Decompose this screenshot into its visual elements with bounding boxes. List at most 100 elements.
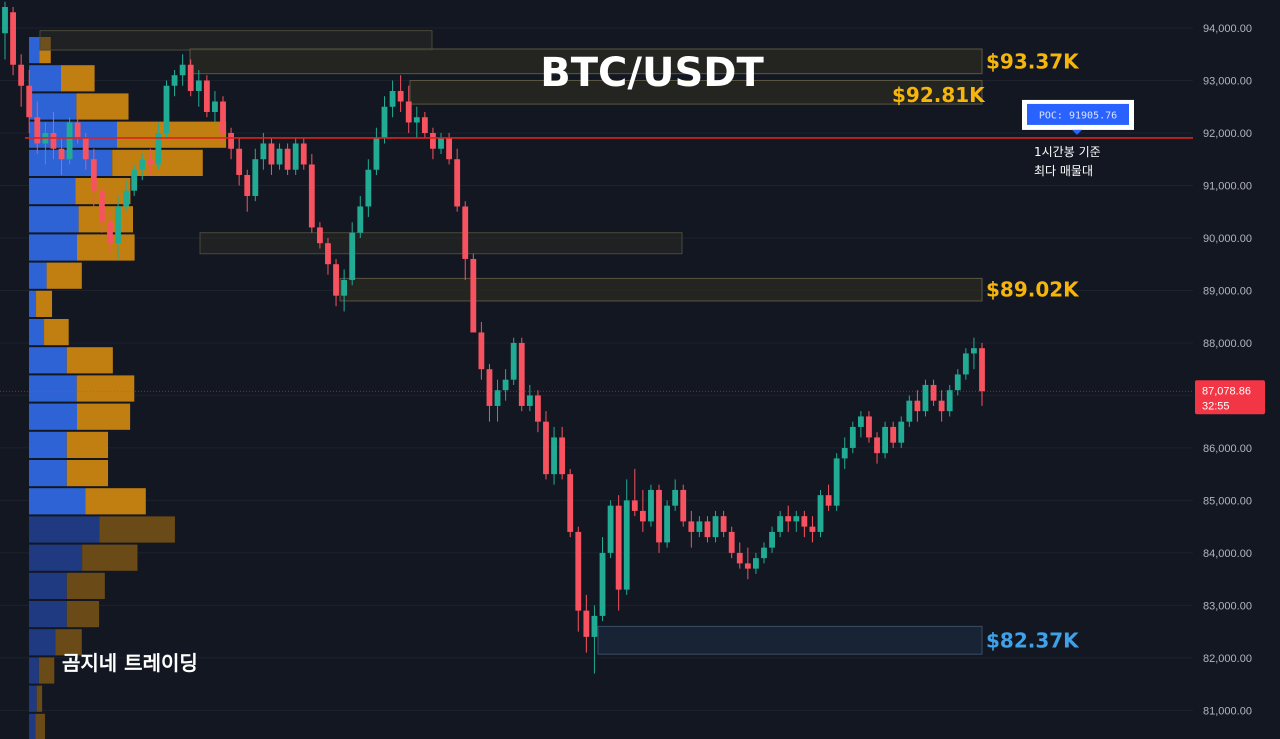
volume-profile-sell-bar xyxy=(66,601,100,628)
volume-profile-buy-bar xyxy=(29,262,47,289)
volume-profile-buy-bar xyxy=(29,178,76,205)
volume-profile-buy-bar xyxy=(29,431,67,458)
volume-profile-sell-bar xyxy=(36,685,43,712)
chart-title: BTC/USDT xyxy=(540,50,764,96)
poc-box xyxy=(1027,103,1129,125)
volume-profile-buy-bar xyxy=(29,657,39,684)
candle-body xyxy=(341,279,348,296)
volume-profile-sell-bar xyxy=(44,319,69,346)
volume-profile-buy-bar xyxy=(29,516,100,543)
candle-body xyxy=(389,90,396,107)
candle-body xyxy=(599,552,606,616)
candle-body xyxy=(333,264,339,296)
candle-body xyxy=(696,521,703,532)
candle-body xyxy=(292,143,299,170)
candle-body xyxy=(325,243,331,265)
volume-profile-sell-bar xyxy=(66,572,105,599)
candle-body xyxy=(906,400,913,422)
candle-body xyxy=(922,384,929,412)
price-axis: 94,000.00 93,000.00 92,000.00 91,000.00 90,0… xyxy=(1203,23,1252,717)
candle-body xyxy=(664,505,671,543)
candle-body xyxy=(809,526,816,532)
volume-profile-sell-bar xyxy=(77,234,135,261)
candle-body xyxy=(898,421,905,443)
candle-body xyxy=(123,190,130,207)
volume-profile-buy-bar xyxy=(29,544,83,571)
candle-body xyxy=(308,164,315,228)
candle-body xyxy=(930,384,937,401)
volume-profile-buy-bar xyxy=(29,685,37,712)
volume-profile-sell-bar xyxy=(35,713,45,739)
candle-body xyxy=(357,206,364,233)
candle-body xyxy=(66,122,73,160)
candle-body xyxy=(631,500,638,511)
candle-body xyxy=(559,437,566,475)
candle-body xyxy=(591,615,598,637)
candle-body xyxy=(397,90,404,102)
candle-body xyxy=(938,400,945,412)
candle-body xyxy=(195,80,202,91)
price-zone-box xyxy=(199,232,683,255)
volume-profile-buy-bar xyxy=(29,93,77,120)
candle-body xyxy=(470,258,477,333)
y-tick-label: 92,000.00 xyxy=(1203,128,1252,140)
candle-body xyxy=(494,390,501,406)
poc-label: POC: 91905.76 xyxy=(1039,110,1117,121)
candle-body xyxy=(171,75,178,86)
candle-body xyxy=(454,159,461,207)
y-tick-label: 81,000.00 xyxy=(1203,705,1252,717)
candle-body xyxy=(252,159,259,196)
candle-body xyxy=(946,390,953,412)
volume-profile-buy-bar xyxy=(29,713,36,739)
candle-body xyxy=(615,505,622,590)
candle-body xyxy=(866,416,872,438)
candle-body xyxy=(962,353,969,375)
candle-body xyxy=(115,206,121,244)
price-zone-box xyxy=(409,79,983,105)
candle-body xyxy=(82,138,89,160)
price-zone-box xyxy=(597,625,983,655)
candle-body xyxy=(421,117,428,133)
price-zones: $93.37K$92.81K $89.02K $82.37K xyxy=(39,30,1080,655)
candle-body xyxy=(777,516,784,532)
poc-note-line2: 최다 매물대 xyxy=(1034,164,1093,178)
candle-body xyxy=(882,426,889,454)
candle-body xyxy=(979,348,985,392)
candle-body xyxy=(381,106,388,139)
volume-profile-sell-bar xyxy=(82,544,138,571)
candle-body xyxy=(971,348,977,354)
candle-body xyxy=(236,148,243,175)
candle-body xyxy=(526,395,533,406)
candle-body xyxy=(212,101,218,112)
candle-body xyxy=(462,206,469,259)
candle-body xyxy=(502,379,509,391)
candle-body xyxy=(131,169,138,191)
candle-body xyxy=(98,190,105,223)
y-tick-label: 88,000.00 xyxy=(1203,338,1252,350)
candle-body xyxy=(34,117,41,144)
candle-body xyxy=(543,421,549,475)
y-tick-label: 85,000.00 xyxy=(1203,495,1252,507)
candle-body xyxy=(284,148,291,170)
volume-profile-buy-bar xyxy=(29,319,45,346)
y-tick-label: 91,000.00 xyxy=(1203,180,1252,192)
candle-body xyxy=(607,505,614,553)
volume-profile-sell-bar xyxy=(85,488,146,515)
volume-profile-buy-bar xyxy=(29,403,77,430)
poc-note-line1: 1시간봉 기준 xyxy=(1034,145,1101,159)
volume-profile-sell-bar xyxy=(38,657,55,684)
candle-body xyxy=(535,395,541,422)
candle-body xyxy=(2,7,8,34)
y-tick-label: 86,000.00 xyxy=(1203,443,1252,455)
price-zone-label: $92.81K xyxy=(892,83,986,107)
volume-profile-sell-bar xyxy=(117,121,227,148)
price-zone-box xyxy=(339,277,983,302)
candle-body xyxy=(50,132,57,149)
volume-profile-sell-bar xyxy=(61,65,95,92)
candle-body xyxy=(446,138,452,160)
candle-body xyxy=(575,531,582,611)
price-zone-label: $93.37K xyxy=(986,49,1080,73)
candle-body xyxy=(244,174,251,196)
poc-group: POC: 91905.76 1시간봉 기준 최다 매물대 xyxy=(25,99,1193,178)
